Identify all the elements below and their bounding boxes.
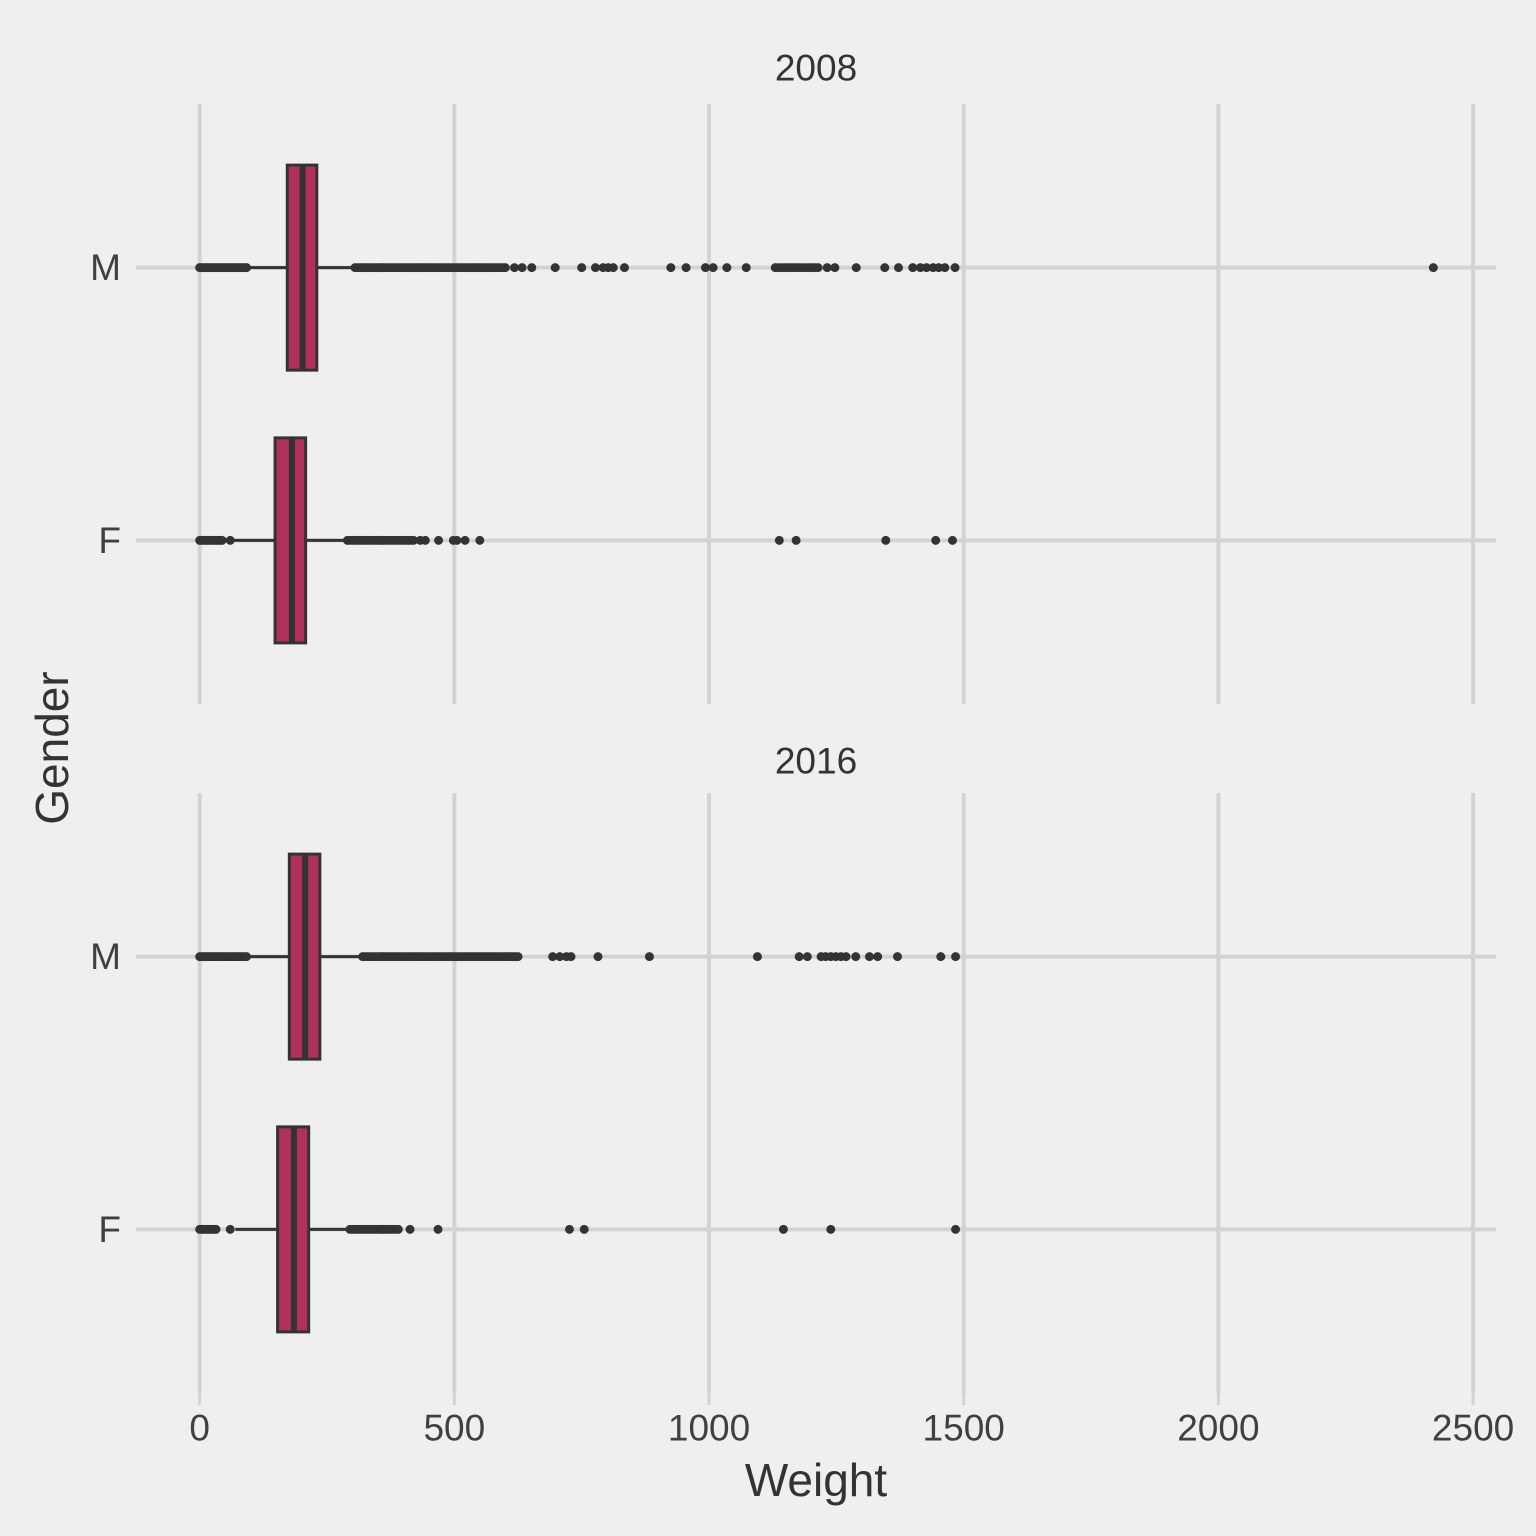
- outlier-point: [951, 1224, 961, 1234]
- y-tick-label-2016-F: F: [98, 1209, 121, 1250]
- outlier-point: [950, 263, 960, 273]
- x-tick-label-500: 500: [423, 1408, 485, 1449]
- outlier-point: [1428, 263, 1438, 273]
- outlier-point: [851, 952, 861, 962]
- outlier-point: [873, 952, 883, 962]
- x-tick-label-2000: 2000: [1177, 1408, 1259, 1449]
- outlier-point: [475, 535, 485, 545]
- outlier-point: [666, 263, 676, 273]
- outlier-point: [940, 263, 950, 273]
- outlier-point: [851, 263, 861, 273]
- outlier-point: [452, 535, 462, 545]
- outlier-point: [752, 952, 762, 962]
- outlier-point: [931, 535, 941, 545]
- outlier-point: [936, 952, 946, 962]
- outlier-point: [619, 263, 629, 273]
- outlier-point: [420, 535, 430, 545]
- outlier-point: [908, 263, 918, 273]
- outlier-point: [841, 952, 851, 962]
- outlier-point: [579, 1224, 589, 1234]
- outlier-point: [393, 1224, 403, 1234]
- x-tick-label-1000: 1000: [668, 1408, 750, 1449]
- outlier-point: [644, 952, 654, 962]
- outlier-point: [509, 263, 519, 273]
- outlier-point: [217, 535, 227, 545]
- x-axis: 0 500 1000 1500 2000 2500: [189, 1393, 1514, 1449]
- outlier-point: [813, 263, 823, 273]
- outlier-point: [517, 263, 527, 273]
- outlier-point: [566, 952, 576, 962]
- facet-panel-2016: 2016 M F: [90, 741, 1496, 1393]
- y-axis-title: Gender: [26, 671, 78, 824]
- y-tick-label-2008-F: F: [98, 520, 121, 561]
- outlier-point: [948, 535, 958, 545]
- outlier-point: [500, 263, 510, 273]
- outlier-point: [778, 1224, 788, 1234]
- outlier-point: [681, 263, 691, 273]
- outlier-point: [774, 535, 784, 545]
- outlier-point: [864, 952, 874, 962]
- boxplot-2008-M: [195, 163, 1438, 372]
- outlier-point: [590, 263, 600, 273]
- outlier-point: [951, 952, 961, 962]
- outlier-point: [211, 1224, 221, 1234]
- facet-panel-2008: 2008 M F: [90, 48, 1496, 704]
- outlier-point: [608, 263, 618, 273]
- outlier-point: [708, 263, 718, 273]
- outlier-point: [822, 263, 832, 273]
- outlier-point: [881, 535, 891, 545]
- outlier-point: [550, 263, 560, 273]
- outlier-point: [555, 952, 565, 962]
- outlier-point: [922, 263, 932, 273]
- outlier-point: [527, 263, 537, 273]
- outlier-point: [894, 263, 904, 273]
- x-tick-label-2500: 2500: [1432, 1408, 1514, 1449]
- outlier-point: [460, 535, 470, 545]
- outlier-point: [830, 263, 840, 273]
- outlier-point: [564, 1224, 574, 1234]
- outlier-point: [700, 263, 710, 273]
- outlier-point: [225, 535, 235, 545]
- x-tick-label-0: 0: [189, 1408, 210, 1449]
- outlier-point: [794, 952, 804, 962]
- outlier-point: [892, 952, 902, 962]
- y-tick-label-2016-M: M: [90, 936, 121, 977]
- boxplot-2016-F: [195, 1125, 961, 1334]
- x-axis-title: Weight: [745, 1454, 888, 1506]
- outlier-point: [722, 263, 732, 273]
- boxplot-2008-F: [195, 436, 958, 645]
- outlier-point: [242, 952, 252, 962]
- outlier-point: [242, 263, 252, 273]
- outlier-point: [225, 1224, 235, 1234]
- y-tick-label-2008-M: M: [90, 247, 121, 288]
- outlier-point: [826, 1224, 836, 1234]
- outlier-point: [433, 1224, 443, 1234]
- facet-strip-label-2008: 2008: [775, 48, 857, 89]
- outlier-point: [513, 952, 523, 962]
- outlier-point: [880, 263, 890, 273]
- facet-strip-label-2016: 2016: [775, 741, 857, 782]
- outlier-point: [405, 1224, 415, 1234]
- outlier-point: [548, 952, 558, 962]
- outlier-point: [434, 535, 444, 545]
- x-tick-label-1500: 1500: [923, 1408, 1005, 1449]
- boxplot-2016-M: [195, 852, 961, 1061]
- outlier-point: [791, 535, 801, 545]
- outlier-point: [409, 535, 419, 545]
- outlier-point: [577, 263, 587, 273]
- outlier-point: [802, 952, 812, 962]
- outlier-point: [593, 952, 603, 962]
- outlier-point: [741, 263, 751, 273]
